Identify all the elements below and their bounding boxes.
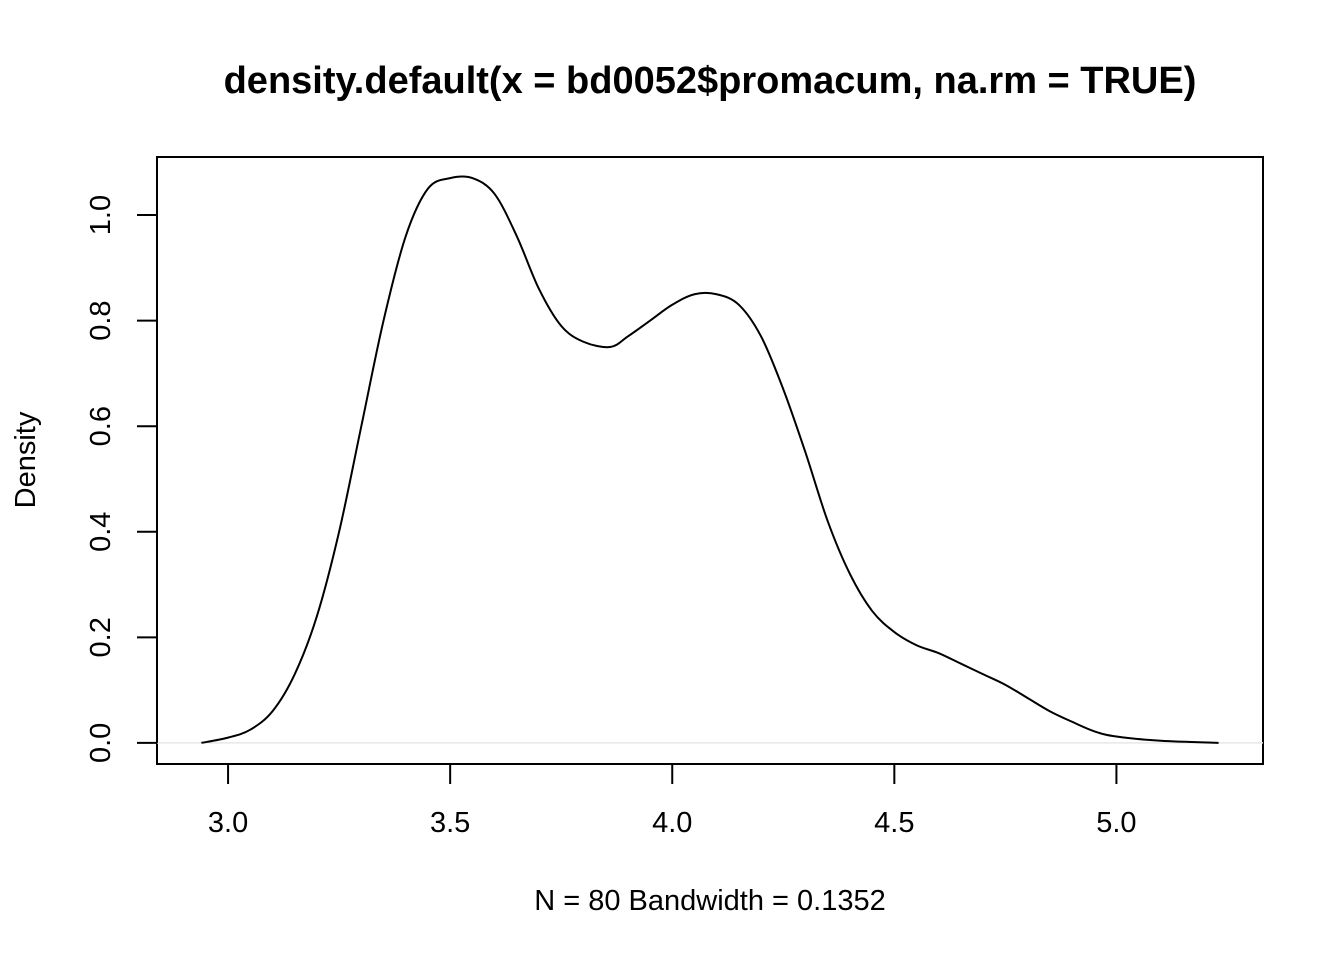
density-curve (201, 175, 1219, 744)
plot-frame (156, 156, 1264, 765)
y-axis-ticks: 0.0 0.2 0.4 0.6 0.8 1.0 (85, 195, 158, 763)
chart-title: density.default(x = bd0052$promacum, na.… (224, 60, 1197, 102)
y-axis-label: Density (10, 411, 42, 508)
y-tick-label: 0.8 (85, 300, 117, 340)
x-tick-label: 3.0 (208, 807, 248, 839)
x-tick-label: 4.0 (652, 807, 692, 839)
x-tick-label: 4.5 (874, 807, 914, 839)
x-tick-label: 3.5 (430, 807, 470, 839)
y-tick-label: 0.4 (85, 512, 117, 552)
x-axis-label: N = 80 Bandwidth = 0.1352 (534, 885, 885, 917)
x-axis-ticks: 3.0 3.5 4.0 4.5 5.0 (208, 763, 1137, 839)
y-tick-label: 0.0 (85, 723, 117, 763)
y-tick-label: 1.0 (85, 195, 117, 235)
x-tick-label: 5.0 (1096, 807, 1136, 839)
y-tick-label: 0.6 (85, 406, 117, 446)
y-tick-label: 0.2 (85, 617, 117, 657)
